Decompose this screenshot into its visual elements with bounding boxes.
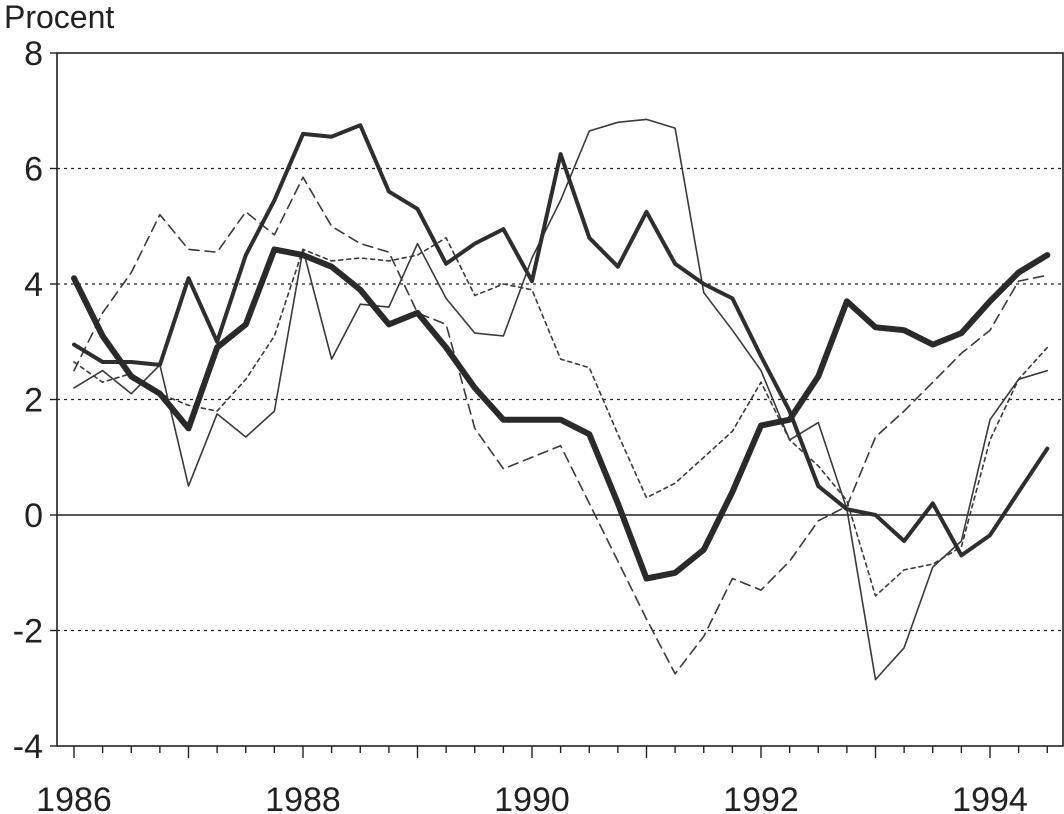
- y-axis-unit-label: Procent: [4, 0, 114, 35]
- series-line-2: [72, 123, 1050, 558]
- series-line-4: [73, 176, 1049, 675]
- data-series: [71, 118, 1051, 681]
- x-tick-label: 1992: [723, 781, 799, 814]
- gridlines: [57, 167, 1063, 632]
- series-line-5: [73, 237, 1049, 597]
- y-tick-label: -2: [13, 613, 43, 651]
- series-line-1: [71, 246, 1051, 582]
- y-tick-label: 8: [24, 35, 43, 73]
- y-tick-label: 0: [24, 497, 43, 535]
- y-tick-label: -4: [13, 728, 43, 766]
- x-tick-label: 1994: [952, 781, 1028, 814]
- x-tick-label: 1990: [494, 781, 570, 814]
- x-tick-label: 1986: [36, 781, 112, 814]
- x-tick-label: 1988: [265, 781, 341, 814]
- y-tick-label: 2: [24, 382, 43, 420]
- y-tick-label: 4: [24, 266, 43, 304]
- y-axis-ticks: -4 -2 0 2 4 6 8: [13, 35, 57, 766]
- y-tick-label: 6: [24, 151, 43, 189]
- x-axis-ticks: 1986 1988 1990 1992 1994: [36, 746, 1048, 814]
- series-line-3: [73, 118, 1049, 681]
